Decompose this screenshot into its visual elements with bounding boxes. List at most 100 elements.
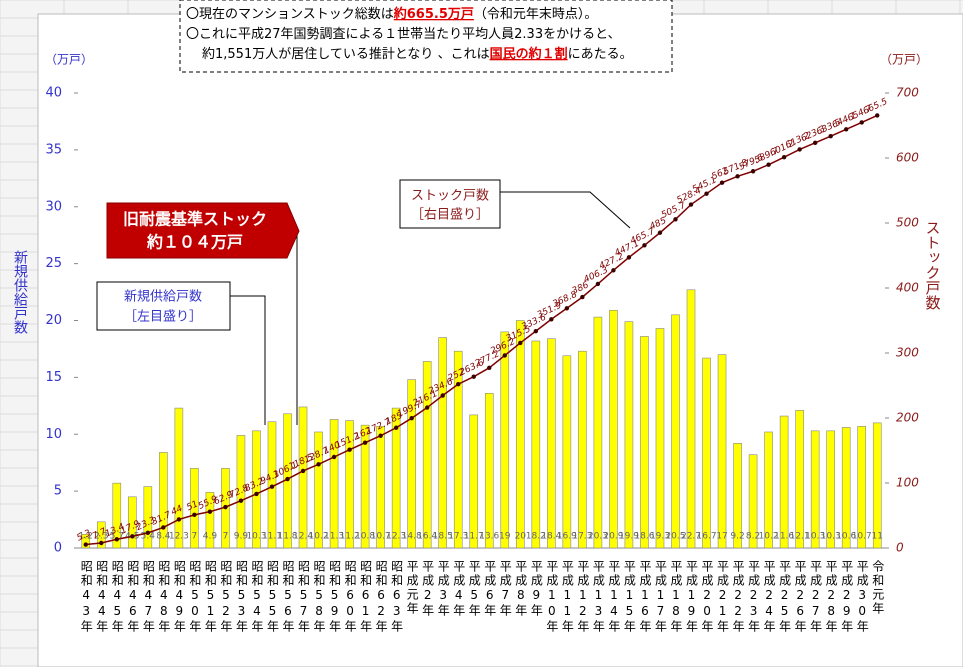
bar-value-label: 10.3 xyxy=(805,532,825,542)
bar xyxy=(562,355,572,549)
y-tick-label: 25 xyxy=(45,256,62,271)
callout-box xyxy=(96,281,231,331)
bar xyxy=(143,486,153,549)
bar xyxy=(298,406,308,549)
bar-value-label: 11.1 xyxy=(262,532,282,542)
stock-marker xyxy=(844,127,849,132)
bar xyxy=(190,468,199,549)
bar-value-label: 10.8 xyxy=(355,532,375,542)
bar-value-label: 10.7 xyxy=(371,532,391,542)
x-tick-label: 平成2年 xyxy=(421,560,435,618)
bar xyxy=(655,328,665,549)
note-text: （令和元年末時点）。 xyxy=(474,7,598,22)
stock-marker xyxy=(114,537,119,542)
bar-value-label: 7 xyxy=(223,532,229,542)
stock-marker xyxy=(176,517,182,522)
bar xyxy=(609,309,618,549)
bar xyxy=(841,427,851,549)
stock-marker xyxy=(766,162,771,167)
stock-marker xyxy=(859,120,864,125)
bar-value-label: 20.9 xyxy=(603,532,623,542)
note-line: 〇現在のマンションストック総数は約665.5万戸（令和元年末時点）。 xyxy=(186,6,597,22)
bar xyxy=(484,392,494,549)
bar xyxy=(795,410,804,549)
x-tick-label: 昭和62年 xyxy=(374,560,388,634)
bar-value-label: 10.2 xyxy=(309,532,329,542)
x-tick-label: 昭和52年 xyxy=(219,560,233,634)
stock-marker xyxy=(735,174,740,179)
bar xyxy=(438,337,448,549)
bar-value-label: 18.5 xyxy=(433,532,453,542)
bar-value-label: 12.1 xyxy=(790,532,810,542)
bar xyxy=(717,354,727,549)
bar-value-label: 8.2 xyxy=(746,532,760,542)
bar xyxy=(174,407,184,549)
bar xyxy=(205,491,215,549)
bar xyxy=(453,350,463,549)
x-tick-label: 平成9年 xyxy=(529,560,543,618)
x-tick-label: 昭和58年 xyxy=(312,560,326,634)
bar-value-label: 2.3 xyxy=(94,532,108,542)
bar xyxy=(624,321,634,549)
x-tick-label: 昭和54年 xyxy=(250,560,264,634)
y-unit: （万戸） xyxy=(45,53,93,67)
x-tick-label: 平成3年 xyxy=(436,560,450,618)
y-tick-label: 40 xyxy=(45,86,62,101)
bar xyxy=(857,425,867,549)
bar-value-label: 20.3 xyxy=(588,532,608,542)
x-tick-label: 昭和48年 xyxy=(157,560,171,634)
bar xyxy=(748,454,758,549)
y-tick-label: 0 xyxy=(54,541,62,556)
bar xyxy=(376,425,385,549)
stock-marker xyxy=(223,504,228,510)
stock-marker xyxy=(440,393,445,398)
x-tick-label: 平成20年 xyxy=(700,560,714,634)
y2-tick-label: 300 xyxy=(896,346,919,360)
x-tick-label: 平成22年 xyxy=(731,560,745,634)
stock-marker xyxy=(580,294,585,300)
x-tick-label: 平成23年 xyxy=(747,560,761,634)
bar xyxy=(314,431,323,549)
stock-marker xyxy=(595,281,601,287)
stock-marker xyxy=(828,134,833,139)
x-tick-label: 昭和60年 xyxy=(343,560,357,634)
x-tick-label: 平成10年 xyxy=(545,560,559,634)
bar xyxy=(593,316,603,549)
stock-marker xyxy=(254,491,259,497)
bar-value-label: 11 xyxy=(872,532,883,542)
y-tick-label: 30 xyxy=(45,199,62,214)
y2-tick-label: 700 xyxy=(896,86,919,100)
stock-marker xyxy=(797,147,802,152)
x-tick-label: 平成11年 xyxy=(560,560,574,634)
x-tick-label: 昭和49年 xyxy=(172,560,186,634)
x-tick-label: 平成27年 xyxy=(809,560,823,634)
x-tick-label: 昭和50年 xyxy=(188,560,202,634)
stock-marker xyxy=(657,230,663,235)
stock-marker xyxy=(564,306,570,311)
x-tick-label: 平成16年 xyxy=(638,560,652,634)
stock-marker xyxy=(409,415,414,421)
stock-marker xyxy=(549,317,554,322)
bar-value-label: 11.2 xyxy=(340,532,360,542)
callout-text: 約１０４万戸 xyxy=(146,233,243,252)
stock-marker xyxy=(393,425,399,430)
stock-marker xyxy=(518,340,523,346)
note-box xyxy=(179,0,673,73)
bar-value-label: 9.2 xyxy=(730,532,744,542)
y2-tick-label: 400 xyxy=(896,281,919,295)
stock-marker xyxy=(316,462,321,467)
x-tick-label: 昭和53年 xyxy=(234,560,248,634)
stock-marker xyxy=(533,328,539,334)
bar-value-label: 5.7 xyxy=(110,532,124,542)
bar xyxy=(547,338,556,549)
callout-box xyxy=(399,179,501,229)
plot: 05101520253035400100200300400500600700昭和… xyxy=(45,86,919,635)
bar xyxy=(702,357,711,549)
y-tick-label: 5 xyxy=(54,484,62,499)
bar xyxy=(531,340,541,549)
y-axis-label: 新規供給戸数 xyxy=(12,250,28,334)
stock-marker xyxy=(456,382,461,387)
bar xyxy=(515,320,525,549)
stock-marker xyxy=(269,484,275,489)
